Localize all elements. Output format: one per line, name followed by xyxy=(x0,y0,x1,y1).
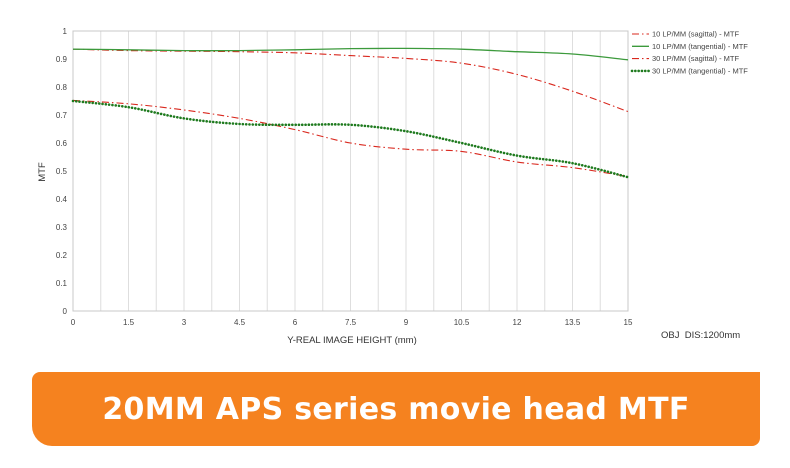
y-tick-label: 0.8 xyxy=(56,83,68,92)
y-axis-title: MTF xyxy=(37,162,48,182)
x-tick-label: 13.5 xyxy=(565,318,581,327)
series-line-2 xyxy=(72,47,629,61)
plot-frame xyxy=(72,30,629,312)
y-tick-label: 0.3 xyxy=(56,223,68,232)
x-tick-label: 1.5 xyxy=(123,318,135,327)
legend-label: 10 LP/MM (tangential) - MTF xyxy=(652,42,748,51)
y-tick-label: 0.7 xyxy=(56,111,68,120)
x-axis-title: Y-REAL IMAGE HEIGHT (mm) xyxy=(287,335,417,346)
x-tick-label: 12 xyxy=(513,318,522,327)
grid-layer xyxy=(72,31,629,311)
x-tick-label: 3 xyxy=(182,318,187,327)
series-line-4 xyxy=(71,99,630,179)
legend-label: 10 LP/MM (sagittal) - MTF xyxy=(652,30,740,39)
banner-title: 20MM APS series movie head MTF xyxy=(102,391,690,427)
y-tick-label: 0.1 xyxy=(56,279,68,288)
object-distance-note: OBJ DIS:1200mm xyxy=(661,330,741,341)
y-tick-label: 0.2 xyxy=(56,251,68,260)
y-tick-label: 1 xyxy=(63,27,68,36)
series-layer xyxy=(71,47,630,179)
x-tick-label: 10.5 xyxy=(454,318,470,327)
legend-label: 30 LP/MM (tangential) - MTF xyxy=(652,66,748,75)
x-tick-label: 0 xyxy=(71,318,76,327)
legend-label: 30 LP/MM (sagittal) - MTF xyxy=(652,54,740,63)
axes-layer: 0 1.5 3 4.5 6 7.5 9 10.5 12 13.5 1500.10.20.30.40.… xyxy=(56,27,633,327)
y-tick-label: 0.4 xyxy=(56,195,68,204)
x-tick-label: 15 xyxy=(624,318,633,327)
y-tick-label: 0 xyxy=(63,307,68,316)
y-tick-label: 0.6 xyxy=(56,139,68,148)
x-tick-label: 6 xyxy=(293,318,298,327)
title-banner: 20MM APS series movie head MTF xyxy=(32,372,760,446)
x-tick-label: 7.5 xyxy=(345,318,357,327)
y-tick-label: 0.5 xyxy=(56,167,68,176)
series-line-1 xyxy=(72,48,629,113)
x-tick-label: 4.5 xyxy=(234,318,246,327)
legend-layer: 10 LP/MM (sagittal) - MTF 10 LP/MM (tange… xyxy=(630,30,748,75)
mtf-chart: 0 1.5 3 4.5 6 7.5 9 10.5 12 13.5 1500.10.20.30.40.… xyxy=(37,27,748,346)
x-tick-label: 9 xyxy=(404,318,409,327)
series-line-3 xyxy=(72,99,629,178)
y-tick-label: 0.9 xyxy=(56,55,68,64)
